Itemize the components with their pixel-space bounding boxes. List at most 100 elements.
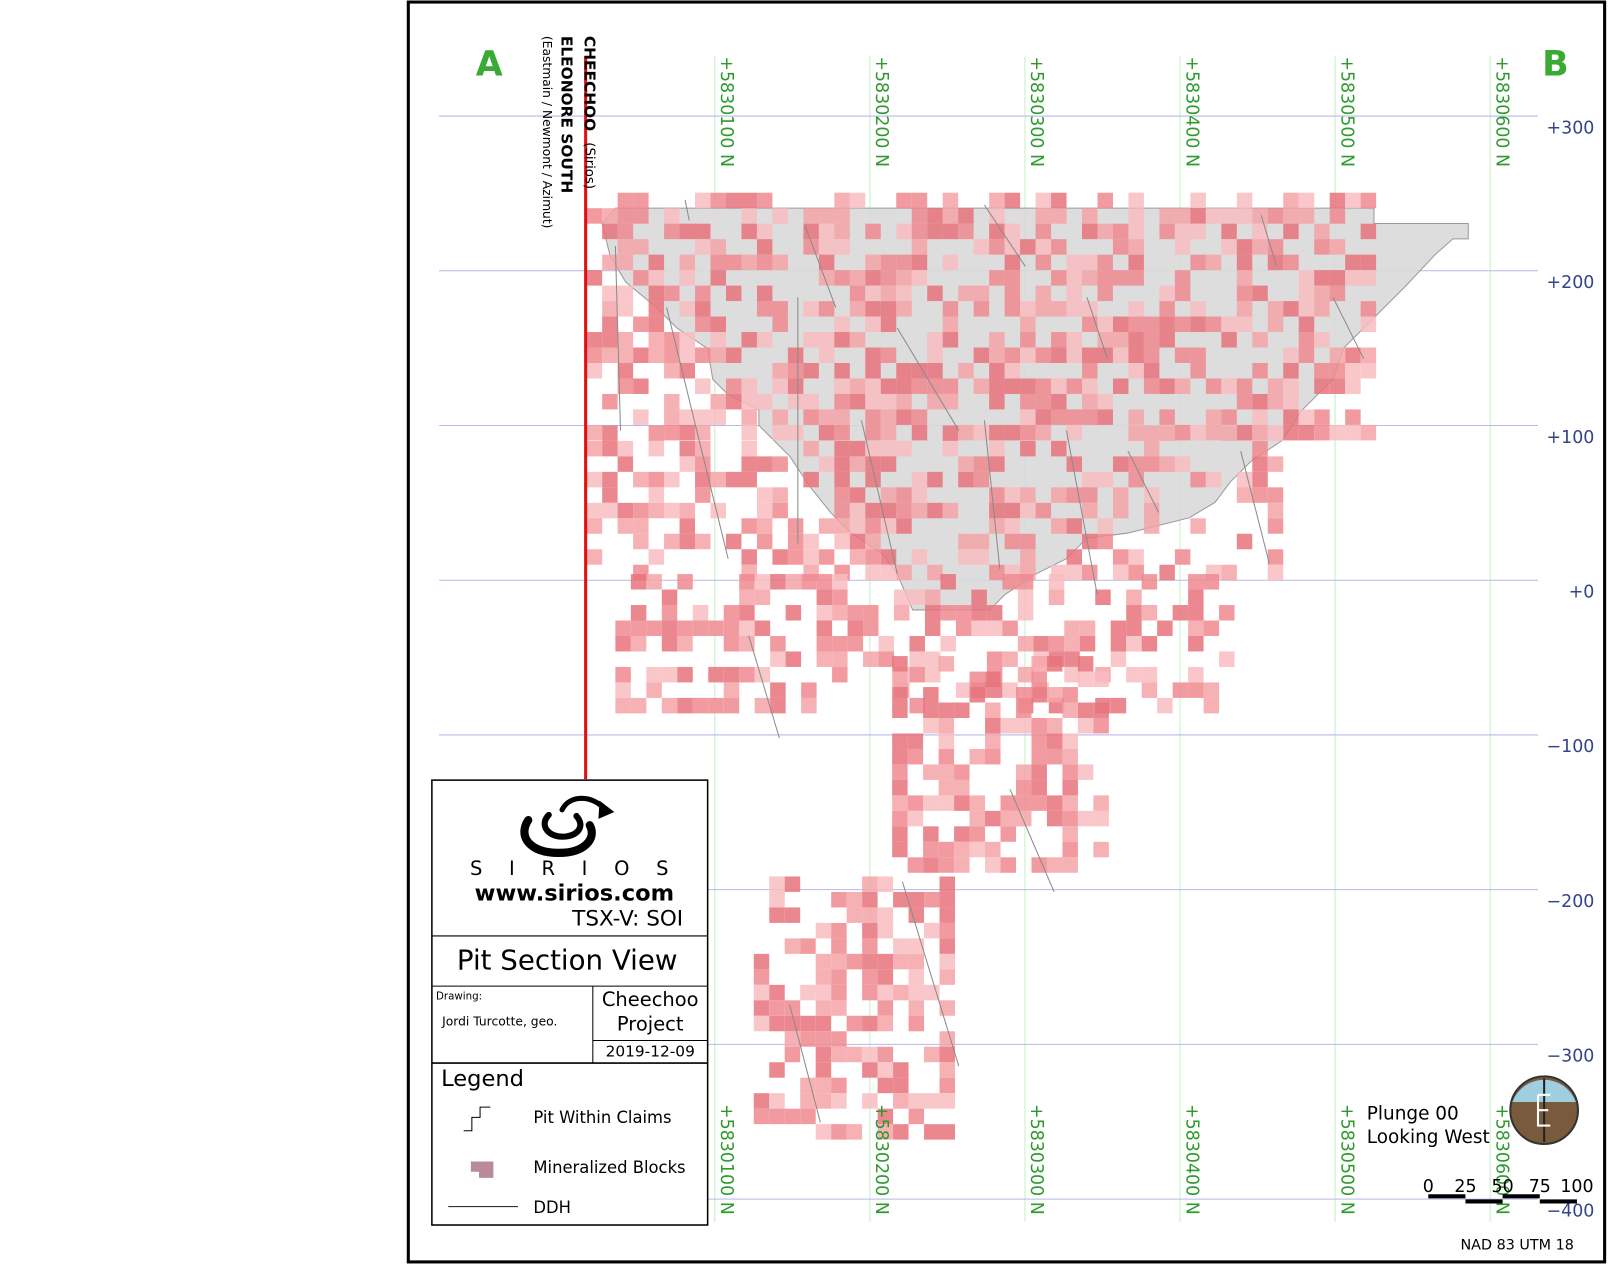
- mineralized-blocks: [586, 192, 1377, 1140]
- mineralized-block: [816, 620, 833, 636]
- mineralized-block: [942, 192, 959, 209]
- mineralized-block: [1082, 223, 1098, 240]
- mineralized-block: [1051, 208, 1067, 224]
- mineralized-block: [1267, 518, 1284, 534]
- mineralized-block: [834, 208, 850, 224]
- mineralized-block: [1112, 378, 1129, 394]
- mineralized-block: [1082, 362, 1098, 379]
- ddh: [896, 327, 960, 431]
- mineralized-block: [1360, 424, 1377, 441]
- scale-segment: [1428, 1194, 1466, 1199]
- mineralized-block: [679, 254, 696, 271]
- mineralized-block: [633, 270, 649, 286]
- mineralized-block: [973, 239, 990, 255]
- mineralized-block: [1267, 502, 1284, 519]
- mineralized-block: [849, 533, 866, 550]
- mineralized-block: [896, 487, 912, 503]
- legend-item: Pit Within Claims: [533, 1108, 671, 1127]
- mineralized-block: [1143, 332, 1160, 348]
- mineralized-block: [741, 223, 757, 240]
- mineralized-block: [617, 239, 634, 255]
- mineralized-block: [664, 285, 680, 302]
- mineralized-block: [630, 635, 647, 652]
- mineralized-block: [756, 332, 773, 348]
- mineralized-block: [927, 502, 943, 519]
- mineralized-block: [1329, 378, 1346, 394]
- legend-title: Legend: [441, 1066, 524, 1092]
- mineralized-block: [911, 362, 928, 379]
- mineralized-block: [756, 192, 773, 209]
- mineralized-block: [695, 378, 711, 394]
- mineralized-block: [664, 424, 680, 441]
- mineralized-block: [1174, 456, 1191, 472]
- mineralized-block: [939, 1077, 956, 1094]
- mineralized-block: [1015, 702, 1032, 718]
- mineralized-block: [741, 192, 757, 209]
- mineralized-block: [939, 1062, 956, 1078]
- mineralized-block: [1020, 533, 1036, 550]
- mineralized-block: [772, 378, 788, 394]
- mineralized-block: [923, 687, 939, 703]
- mineralized-block: [862, 953, 878, 970]
- mineralized-block: [986, 605, 1003, 621]
- mineralized-block: [1252, 393, 1268, 410]
- mineralized-block: [1159, 378, 1175, 394]
- mineralized-block: [1031, 795, 1047, 811]
- mineralized-block: [846, 953, 863, 970]
- mineralized-block: [770, 574, 786, 590]
- mineralized-block: [1015, 779, 1032, 796]
- mineralized-block: [1141, 574, 1158, 590]
- mineralized-block: [1188, 620, 1204, 636]
- mineralized-block: [1252, 239, 1268, 255]
- mineralized-block: [800, 1031, 816, 1047]
- mineralized-block: [1252, 362, 1268, 379]
- mineralized-block: [1015, 810, 1032, 827]
- mineralized-block: [1314, 409, 1330, 425]
- mineralized-block: [954, 841, 970, 858]
- plunge: Plunge 00: [1367, 1103, 1459, 1124]
- mineralized-block: [1267, 549, 1284, 565]
- mineralized-block: [664, 362, 680, 379]
- mineralized-block: [1017, 589, 1034, 606]
- mineralized-block: [832, 666, 848, 683]
- mineralized-block: [785, 605, 802, 621]
- mineralized-block: [831, 922, 847, 939]
- mineralized-block: [862, 969, 878, 985]
- mineralized-block: [924, 620, 941, 636]
- mineralized-block: [1079, 635, 1096, 652]
- mineralized-block: [1128, 239, 1144, 255]
- mineralized-block: [969, 841, 986, 858]
- mineralized-block: [1174, 549, 1191, 565]
- mineralized-block: [1298, 270, 1315, 286]
- mineralized-block: [646, 574, 662, 590]
- mineralized-block: [1360, 301, 1377, 317]
- mineralized-block: [1046, 733, 1063, 749]
- mineralized-block: [1051, 347, 1067, 363]
- mineralized-block: [803, 533, 819, 550]
- mineralized-block: [1298, 347, 1315, 363]
- mineralized-block: [1082, 487, 1098, 503]
- mineralized-block: [1252, 223, 1268, 240]
- mineralized-block: [1015, 687, 1032, 703]
- mineralized-block: [756, 518, 773, 534]
- mineralized-block: [602, 285, 618, 302]
- mineralized-block: [831, 938, 847, 954]
- mineralized-block: [1093, 795, 1109, 811]
- mineralized-block: [772, 301, 788, 317]
- mineralized-block: [877, 1077, 894, 1094]
- mineralized-block: [1079, 620, 1096, 636]
- mineralized-block: [880, 564, 897, 581]
- northing-label: +5830500 N: [1336, 56, 1356, 167]
- mineralized-block: [710, 393, 726, 410]
- mineralized-block: [942, 208, 959, 224]
- mineralized-block: [677, 666, 693, 683]
- mineralized-block: [803, 208, 819, 224]
- mineralized-block: [893, 1077, 909, 1094]
- mineralized-block: [741, 208, 757, 224]
- mineralized-block: [958, 223, 974, 240]
- mineralized-block: [741, 393, 757, 410]
- mineralized-block: [1097, 285, 1113, 302]
- mineralized-block: [677, 574, 693, 590]
- mineralized-block: [877, 1124, 894, 1140]
- mineralized-block: [1190, 518, 1206, 534]
